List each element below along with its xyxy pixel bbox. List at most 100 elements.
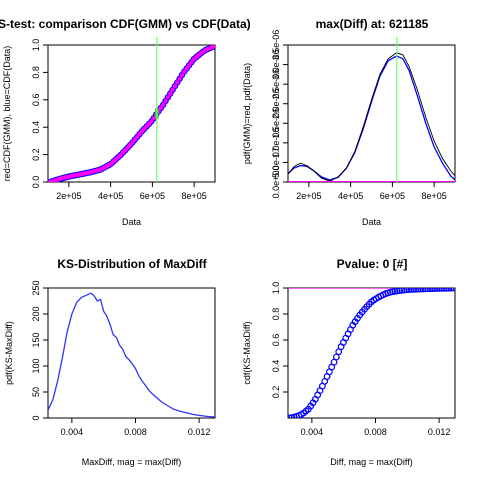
series-point bbox=[144, 124, 149, 129]
y-tick-label: 1.5e-06 bbox=[271, 108, 281, 139]
y-tick-label: 2.5e-06 bbox=[271, 69, 281, 100]
series-point bbox=[212, 45, 215, 48]
series-point bbox=[158, 105, 164, 111]
y-axis-label: pdf(KS-MaxDiff) bbox=[4, 321, 14, 385]
x-tick-label: 0.004 bbox=[301, 427, 324, 437]
series-point bbox=[435, 288, 443, 292]
x-axis-label: Diff, mag = max(Diff) bbox=[330, 457, 412, 467]
y-tick-label: 0.0e+00 bbox=[271, 166, 281, 199]
y-tick-label: 0.6 bbox=[271, 334, 281, 347]
series-point bbox=[165, 95, 171, 100]
y-tick-label: 150 bbox=[31, 332, 41, 347]
plot-frame bbox=[287, 44, 456, 183]
series-point bbox=[163, 98, 168, 104]
series-point bbox=[400, 288, 408, 294]
plot-frame bbox=[47, 44, 216, 183]
series-point bbox=[168, 91, 173, 96]
x-tick-label: 0.008 bbox=[124, 427, 147, 437]
x-tick-label: 2e+05 bbox=[56, 191, 81, 201]
ks-distribution-panel: KS-Distribution of MaxDiff 0.004 0.008 0.01… bbox=[4, 257, 216, 467]
x-tick-label: 6e+05 bbox=[140, 191, 165, 201]
y-tick-label: 1.0 bbox=[271, 282, 281, 295]
series-point bbox=[132, 137, 138, 142]
series-point bbox=[445, 288, 453, 292]
series-point bbox=[135, 134, 140, 140]
series-point bbox=[414, 288, 422, 293]
series-point bbox=[189, 60, 194, 65]
series-point bbox=[149, 119, 154, 124]
series-point bbox=[407, 288, 415, 293]
y-tick-label: 5.0e-07 bbox=[271, 147, 281, 178]
chart-title: KS-Distribution of MaxDiff bbox=[57, 257, 207, 271]
series-point bbox=[125, 145, 131, 150]
series-point bbox=[424, 288, 432, 293]
series-point bbox=[440, 288, 448, 292]
series-line bbox=[288, 55, 455, 181]
x-tick-label: 4e+05 bbox=[98, 191, 123, 201]
x-tick-label: 0.012 bbox=[188, 427, 211, 437]
y-tick-label: 0.6 bbox=[31, 94, 41, 107]
series-point bbox=[184, 66, 189, 71]
y-tick-label: 0.2 bbox=[271, 386, 281, 399]
y-tick-label: 3.5e-06 bbox=[271, 30, 281, 61]
y-tick-label: 3.0e-06 bbox=[271, 49, 281, 80]
x-tick-label: 8e+05 bbox=[421, 191, 446, 201]
y-axis-label: pdf(GMM)=red, pdf(Data) bbox=[242, 63, 252, 164]
series-point bbox=[123, 147, 128, 153]
chart-title: KS-test: comparison CDF(GMM) vs CDF(Data… bbox=[0, 17, 251, 31]
x-tick-label: 0.004 bbox=[61, 427, 84, 437]
x-tick-label: 0.008 bbox=[364, 427, 387, 437]
x-axis-label: Data bbox=[122, 217, 141, 227]
series-point bbox=[142, 126, 147, 132]
data-layer bbox=[48, 292, 215, 418]
y-tick-label: 100 bbox=[31, 358, 41, 373]
series-point bbox=[442, 288, 450, 292]
series-point bbox=[120, 150, 126, 155]
y-tick-label: 0.8 bbox=[271, 308, 281, 321]
series-point bbox=[160, 102, 166, 107]
series-point bbox=[419, 288, 427, 293]
x-tick-label: 8e+05 bbox=[181, 191, 206, 201]
series-point bbox=[137, 131, 142, 137]
y-tick-label: 0.4 bbox=[271, 360, 281, 373]
series-point bbox=[412, 288, 420, 293]
plot-frame bbox=[47, 287, 216, 419]
y-axis-label: cdf(KS-MaxDiff) bbox=[242, 321, 252, 384]
series-point bbox=[179, 72, 185, 78]
series-line bbox=[48, 292, 215, 418]
pdf-comparison-panel: max(Diff) at: 621185 2e+05 4e+05 6e+05 8e+05… bbox=[242, 17, 456, 227]
y-tick-label: 50 bbox=[31, 387, 41, 397]
data-layer bbox=[288, 288, 455, 418]
y-tick-label: 200 bbox=[31, 306, 41, 321]
y-tick-label: 0 bbox=[31, 415, 41, 420]
y-tick-label: 2.0e-06 bbox=[271, 88, 281, 119]
series-point bbox=[410, 288, 418, 293]
y-tick-label: 1.0 bbox=[31, 39, 41, 52]
series-point bbox=[447, 288, 455, 292]
chart-title: max(Diff) at: 621185 bbox=[316, 17, 429, 31]
series-point bbox=[172, 83, 178, 89]
series-point bbox=[431, 288, 439, 292]
series-point bbox=[130, 140, 135, 145]
series-point bbox=[417, 288, 425, 293]
series-point bbox=[396, 288, 403, 294]
series-point bbox=[146, 121, 152, 127]
y-tick-label: 0.4 bbox=[31, 121, 41, 134]
x-tick-label: 0.012 bbox=[428, 427, 451, 437]
series-point bbox=[433, 288, 441, 292]
series-point bbox=[118, 152, 123, 158]
x-axis-label: Data bbox=[362, 217, 381, 227]
y-tick-label: 0.8 bbox=[31, 66, 41, 79]
series-point bbox=[403, 288, 411, 294]
series-point bbox=[428, 288, 436, 293]
series-point bbox=[151, 116, 156, 121]
y-axis-label: red=CDF(GMM), blue=CDF(Data) bbox=[2, 46, 12, 182]
series-point bbox=[450, 288, 455, 292]
pvalue-cdf-panel: Pvalue: 0 [#] 0.004 0.008 0.012 0.2 0.4 0.6 0.8… bbox=[242, 257, 456, 467]
y-tick-label: 0.2 bbox=[31, 148, 41, 161]
series-point bbox=[421, 288, 429, 293]
x-tick-label: 6e+05 bbox=[380, 191, 405, 201]
y-tick-label: 0.0 bbox=[31, 176, 41, 189]
series-point bbox=[405, 288, 413, 294]
